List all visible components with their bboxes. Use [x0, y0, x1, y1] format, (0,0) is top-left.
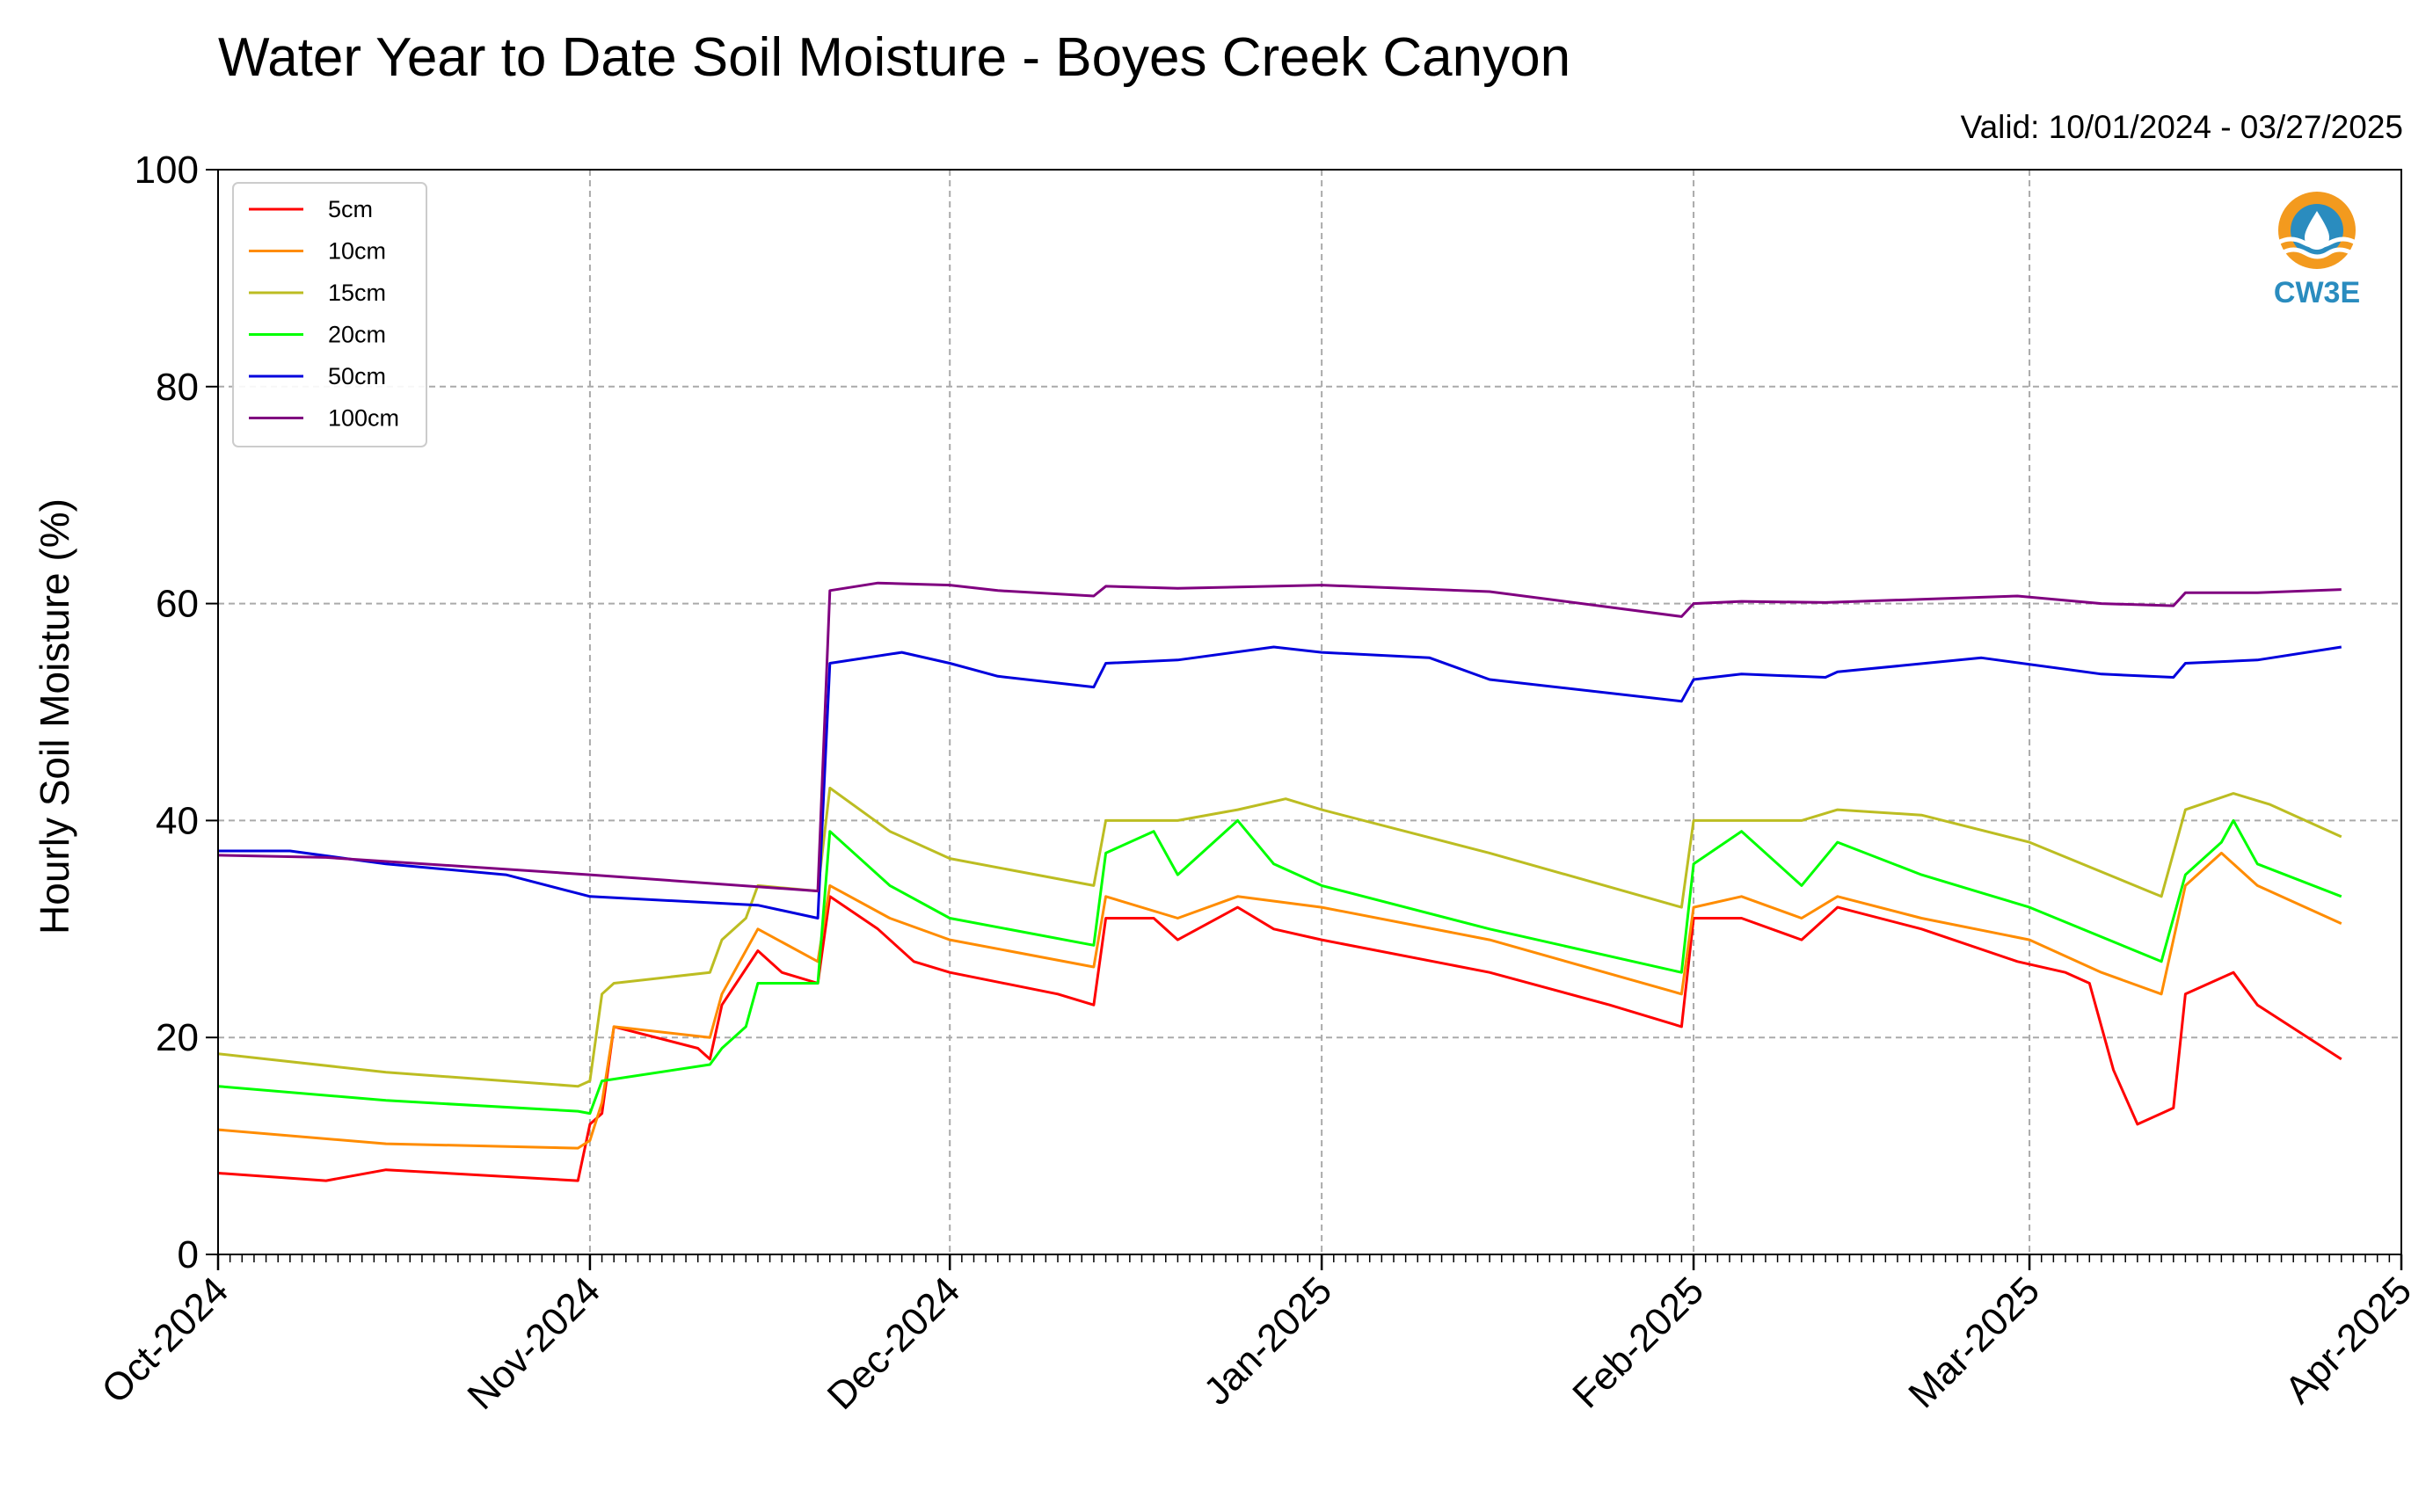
x-tick-label: Dec-2024 [819, 1268, 969, 1418]
water-drop-icon [2305, 211, 2329, 250]
x-tick-label: Mar-2025 [1900, 1268, 2048, 1416]
series-line-15cm [217, 786, 2342, 1088]
y-tick-label: 60 [156, 583, 199, 626]
x-tick-label: Apr-2025 [2276, 1268, 2420, 1412]
legend-label: 5cm [328, 196, 373, 222]
cw3e-logo: CW3E [2274, 192, 2360, 309]
y-tick-label: 0 [178, 1233, 199, 1276]
logo-text: CW3E [2274, 276, 2360, 309]
logo-wave [2280, 247, 2354, 259]
series-line-5cm [217, 895, 2342, 1182]
logo-wave [2276, 236, 2357, 249]
plot-frame [217, 169, 2402, 1255]
grid-layer [218, 170, 2401, 1254]
legend-label: 15cm [328, 280, 386, 306]
series-line-20cm [217, 818, 2342, 1116]
y-tick-label: 40 [156, 799, 199, 842]
series-layer [217, 581, 2342, 1182]
series-line-100cm [217, 581, 2342, 893]
legend-label: 10cm [328, 238, 386, 265]
legend-label: 20cm [328, 322, 386, 348]
legend-box [232, 182, 427, 447]
y-tick-label: 80 [156, 366, 199, 409]
y-tick-label: 20 [156, 1016, 199, 1059]
x-tick-label: Jan-2025 [1196, 1268, 1340, 1413]
chart-subtitle: Valid: 10/01/2024 - 03/27/2025 [1960, 109, 2403, 145]
series-line-50cm [218, 645, 2342, 920]
series-line-10cm [217, 851, 2342, 1150]
legend-label: 100cm [328, 405, 399, 432]
x-tick-label: Feb-2025 [1564, 1268, 1712, 1416]
y-axis-label: Hourly Soil Moisture (%) [32, 498, 77, 934]
legend: 5cm 10cm 15cm 20cm 50cm 100cm [232, 182, 427, 447]
legend-label: 50cm [328, 363, 386, 389]
x-tick-label: Oct-2024 [93, 1268, 237, 1412]
y-tick-label: 100 [135, 149, 199, 192]
chart-title: Water Year to Date Soil Moisture - Boyes… [218, 27, 1571, 88]
x-tick-label: Nov-2024 [459, 1268, 608, 1418]
tick-layer: 0 20 40 60 80 100 Oct-2024 Nov-2024 Dec-2024 Jan-… [93, 149, 2420, 1418]
